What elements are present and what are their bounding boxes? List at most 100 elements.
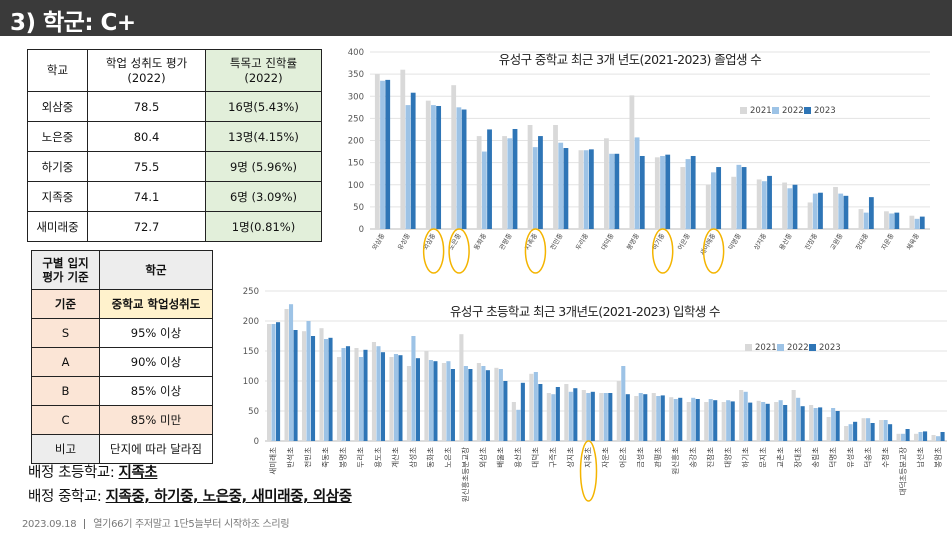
chart2-bar-2023 xyxy=(468,369,473,441)
chart1-bar-2021 xyxy=(578,150,584,229)
chart2-bar-2021 xyxy=(424,351,429,441)
chart2-x-tick-label: 구즉초 xyxy=(549,447,558,468)
chart1-bar-2022 xyxy=(634,137,640,229)
chart1-bar-2022 xyxy=(431,105,436,229)
chart2-bar-2022 xyxy=(271,324,276,441)
chart2-x-tick-label: 배울초 xyxy=(496,447,505,468)
chart2-bar-2023 xyxy=(310,336,316,441)
chart2-x-tick-label: 자운초 xyxy=(601,447,610,468)
chart2-bar-2021 xyxy=(756,400,761,441)
chart2-bar-2021 xyxy=(704,402,709,441)
table-cell: 74.1 xyxy=(87,181,206,212)
chart2-x-tick-label: 용산초 xyxy=(513,447,523,468)
chart1-bar-2022 xyxy=(685,159,691,229)
chart2-bar-2021 xyxy=(879,420,884,441)
table-cell: 90% 이상 xyxy=(99,347,213,377)
chart1-bar-2023 xyxy=(818,192,823,229)
chart2-bar-2021 xyxy=(266,324,272,441)
table2-header-criteria: 구별 입지 평가 기준 xyxy=(31,250,100,290)
chart1-bar-2021 xyxy=(400,69,406,229)
table-cell: 85% 이상 xyxy=(99,376,213,406)
chart2-bar-2022 xyxy=(603,393,608,441)
chart1-bar-2022 xyxy=(787,188,793,229)
middle-note-value: 지족중, 하기중, 노은중, 새미래중, 외삼중 xyxy=(105,489,352,505)
chart2-bar-2021 xyxy=(931,435,936,441)
chart1-bar-2021 xyxy=(604,138,609,229)
elementary-admissions-chart: 유성구 초등학교 최근 3개년도(2021-2023) 입학생 수 0 50 100 1… xyxy=(243,287,947,502)
chart1-bar-2021 xyxy=(425,100,431,229)
table-cell-highlight: 85% 미만 xyxy=(99,405,213,435)
chart2-bar-2022 xyxy=(848,424,853,441)
chart2-bar-2022 xyxy=(376,346,381,441)
chart2-bar-2023 xyxy=(870,423,875,441)
chart2-bar-2023 xyxy=(853,421,858,441)
chart2-bar-2021 xyxy=(844,426,849,441)
chart2-x-tick-label: 수정초 xyxy=(880,447,890,468)
table-row: 지족중 74.1 6명 (3.09%) xyxy=(27,181,322,212)
chart2-x-tick-label: 덕명초 xyxy=(827,447,837,468)
chart2-bar-2023 xyxy=(380,352,386,441)
table2-subheader-label: 기준 xyxy=(31,289,100,319)
table-cell: A xyxy=(31,347,100,377)
chart2-x-tick-label: 대덕초등분교장 xyxy=(897,447,907,495)
chart2-legend-swatch xyxy=(777,344,784,351)
chart2-bar-2023 xyxy=(293,330,298,441)
table-cell: B xyxy=(31,376,100,406)
chart1-bar-2022 xyxy=(736,164,742,229)
chart2-bar-2021 xyxy=(494,367,499,441)
chart2-x-tick-label: 문지초 xyxy=(758,447,767,468)
chart2-bar-2023 xyxy=(625,394,630,441)
chart2-bar-2023 xyxy=(643,394,648,441)
chart1-bar-2023 xyxy=(487,129,492,229)
chart1-bar-2022 xyxy=(583,150,589,229)
chart2-bar-2023 xyxy=(485,370,490,441)
chart1-x-tick-label: 진잠중 xyxy=(802,231,819,251)
chart2-bar-2022 xyxy=(796,397,801,441)
chart1-bar-2023 xyxy=(792,184,798,229)
chart2-bar-2021 xyxy=(774,402,779,441)
chart2-x-tick-label: 하기초 xyxy=(740,447,750,468)
chart2-bar-2022 xyxy=(393,354,399,441)
chart2-bar-2023 xyxy=(748,402,753,441)
chart2-bar-2021 xyxy=(511,402,516,441)
chart2-x-tick-label: 송림초 xyxy=(811,447,820,468)
chart1-bar-2021 xyxy=(654,157,660,229)
chart1-bar-2023 xyxy=(614,153,620,229)
chart1-bar-2023 xyxy=(894,212,900,229)
chart1-highlight-circle xyxy=(651,228,674,274)
chart2-bar-2021 xyxy=(861,418,866,441)
chart1-bar-2022 xyxy=(863,212,869,229)
chart2-x-tick-label: 금성초 xyxy=(636,447,645,468)
chart2-bar-2021 xyxy=(389,357,394,441)
chart1-bar-2021 xyxy=(731,176,737,229)
chart2-bar-2022 xyxy=(498,369,503,441)
chart2-bar-2023 xyxy=(555,387,560,441)
chart1-bar-2021 xyxy=(858,209,864,229)
elementary-note-value: 지족초 xyxy=(118,465,158,481)
chart1-bar-2021 xyxy=(756,179,762,229)
chart2-x-tick-label: 원신흥초 xyxy=(670,447,680,475)
chart2-x-tick-label: 어은초 xyxy=(617,447,627,468)
chart1-bar-2021 xyxy=(476,136,482,229)
chart2-bar-2021 xyxy=(651,393,656,441)
chart2-y-tick-label: 100 xyxy=(243,377,259,387)
chart2-bar-2022 xyxy=(551,394,556,441)
chart1-x-tick-label: 장대중 xyxy=(853,231,870,251)
chart2-bar-2023 xyxy=(905,429,910,441)
chart2-bar-2021 xyxy=(599,393,604,441)
chart2-bar-2021 xyxy=(739,390,744,441)
chart2-bar-2023 xyxy=(275,322,281,441)
chart2-bar-2022 xyxy=(288,304,294,441)
chart1-legend-label: 2021 xyxy=(750,106,772,116)
chart2-x-tick-label: 대덕초 xyxy=(530,447,540,468)
grade-criteria-table: 구별 입지 평가 기준 학군 기준 중학교 학업성취도 S 95% 이상 A 90%… xyxy=(31,250,213,464)
chart1-bar-2022 xyxy=(889,213,895,229)
chart1-bar-2023 xyxy=(410,92,416,230)
chart1-bar-2023 xyxy=(716,167,722,229)
chart2-bar-2021 xyxy=(581,390,586,441)
chart1-legend-label: 2023 xyxy=(814,106,836,116)
chart1-bar-2022 xyxy=(380,80,385,229)
chart2-bar-2021 xyxy=(441,363,446,441)
chart2-bar-2022 xyxy=(726,400,731,441)
chart2-x-tick-label: 두리초 xyxy=(356,447,365,468)
